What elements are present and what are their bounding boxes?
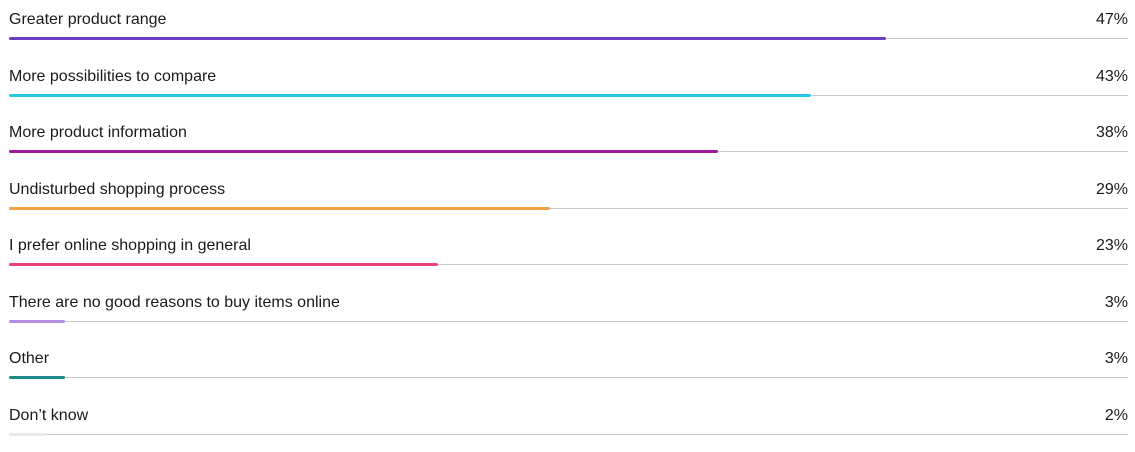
value-label: 3% [1104, 293, 1128, 311]
bar-row: Undisturbed shopping process 29% [9, 170, 1128, 226]
value-label: 3% [1104, 350, 1128, 367]
bar [9, 376, 65, 379]
category-label: Other [9, 350, 50, 367]
value-label: 38% [1095, 124, 1128, 141]
bar [9, 432, 46, 436]
bar-row: There are no good reasons to buy items o… [9, 283, 1128, 339]
value-label: 23% [1095, 237, 1128, 254]
category-label: I prefer online shopping in general [9, 237, 251, 254]
bar-row: More product information 38% [9, 113, 1128, 169]
bar-track [9, 320, 1128, 322]
bar-track [9, 207, 1128, 209]
bar [9, 263, 438, 266]
bar [9, 150, 718, 153]
horizontal-bar-chart: Greater product range 47% More possibiliti… [9, 0, 1128, 436]
bar [9, 319, 65, 323]
value-label: 29% [1095, 180, 1128, 198]
category-label: More product information [9, 124, 187, 141]
value-label: 43% [1095, 67, 1128, 85]
bar [9, 93, 811, 97]
bar-track [9, 433, 1128, 435]
value-label: 2% [1104, 406, 1128, 424]
value-label: 47% [1095, 11, 1128, 28]
bar-row: Don’t know 2% [9, 396, 1128, 452]
bar [9, 37, 886, 40]
bar-row: I prefer online shopping in general 23% [9, 226, 1128, 282]
bar-row: Other 3% [9, 339, 1128, 395]
bar-row: Greater product range 47% [9, 0, 1128, 56]
category-label: Don’t know [9, 406, 89, 424]
bar [9, 206, 550, 210]
bar-row: More possibilities to compare 43% [9, 57, 1128, 113]
category-label: Greater product range [9, 11, 167, 28]
category-label: Undisturbed shopping process [9, 180, 226, 198]
bar-track [9, 377, 1128, 378]
category-label: There are no good reasons to buy items o… [9, 293, 340, 311]
bar-track [9, 264, 1128, 265]
category-label: More possibilities to compare [9, 67, 217, 85]
